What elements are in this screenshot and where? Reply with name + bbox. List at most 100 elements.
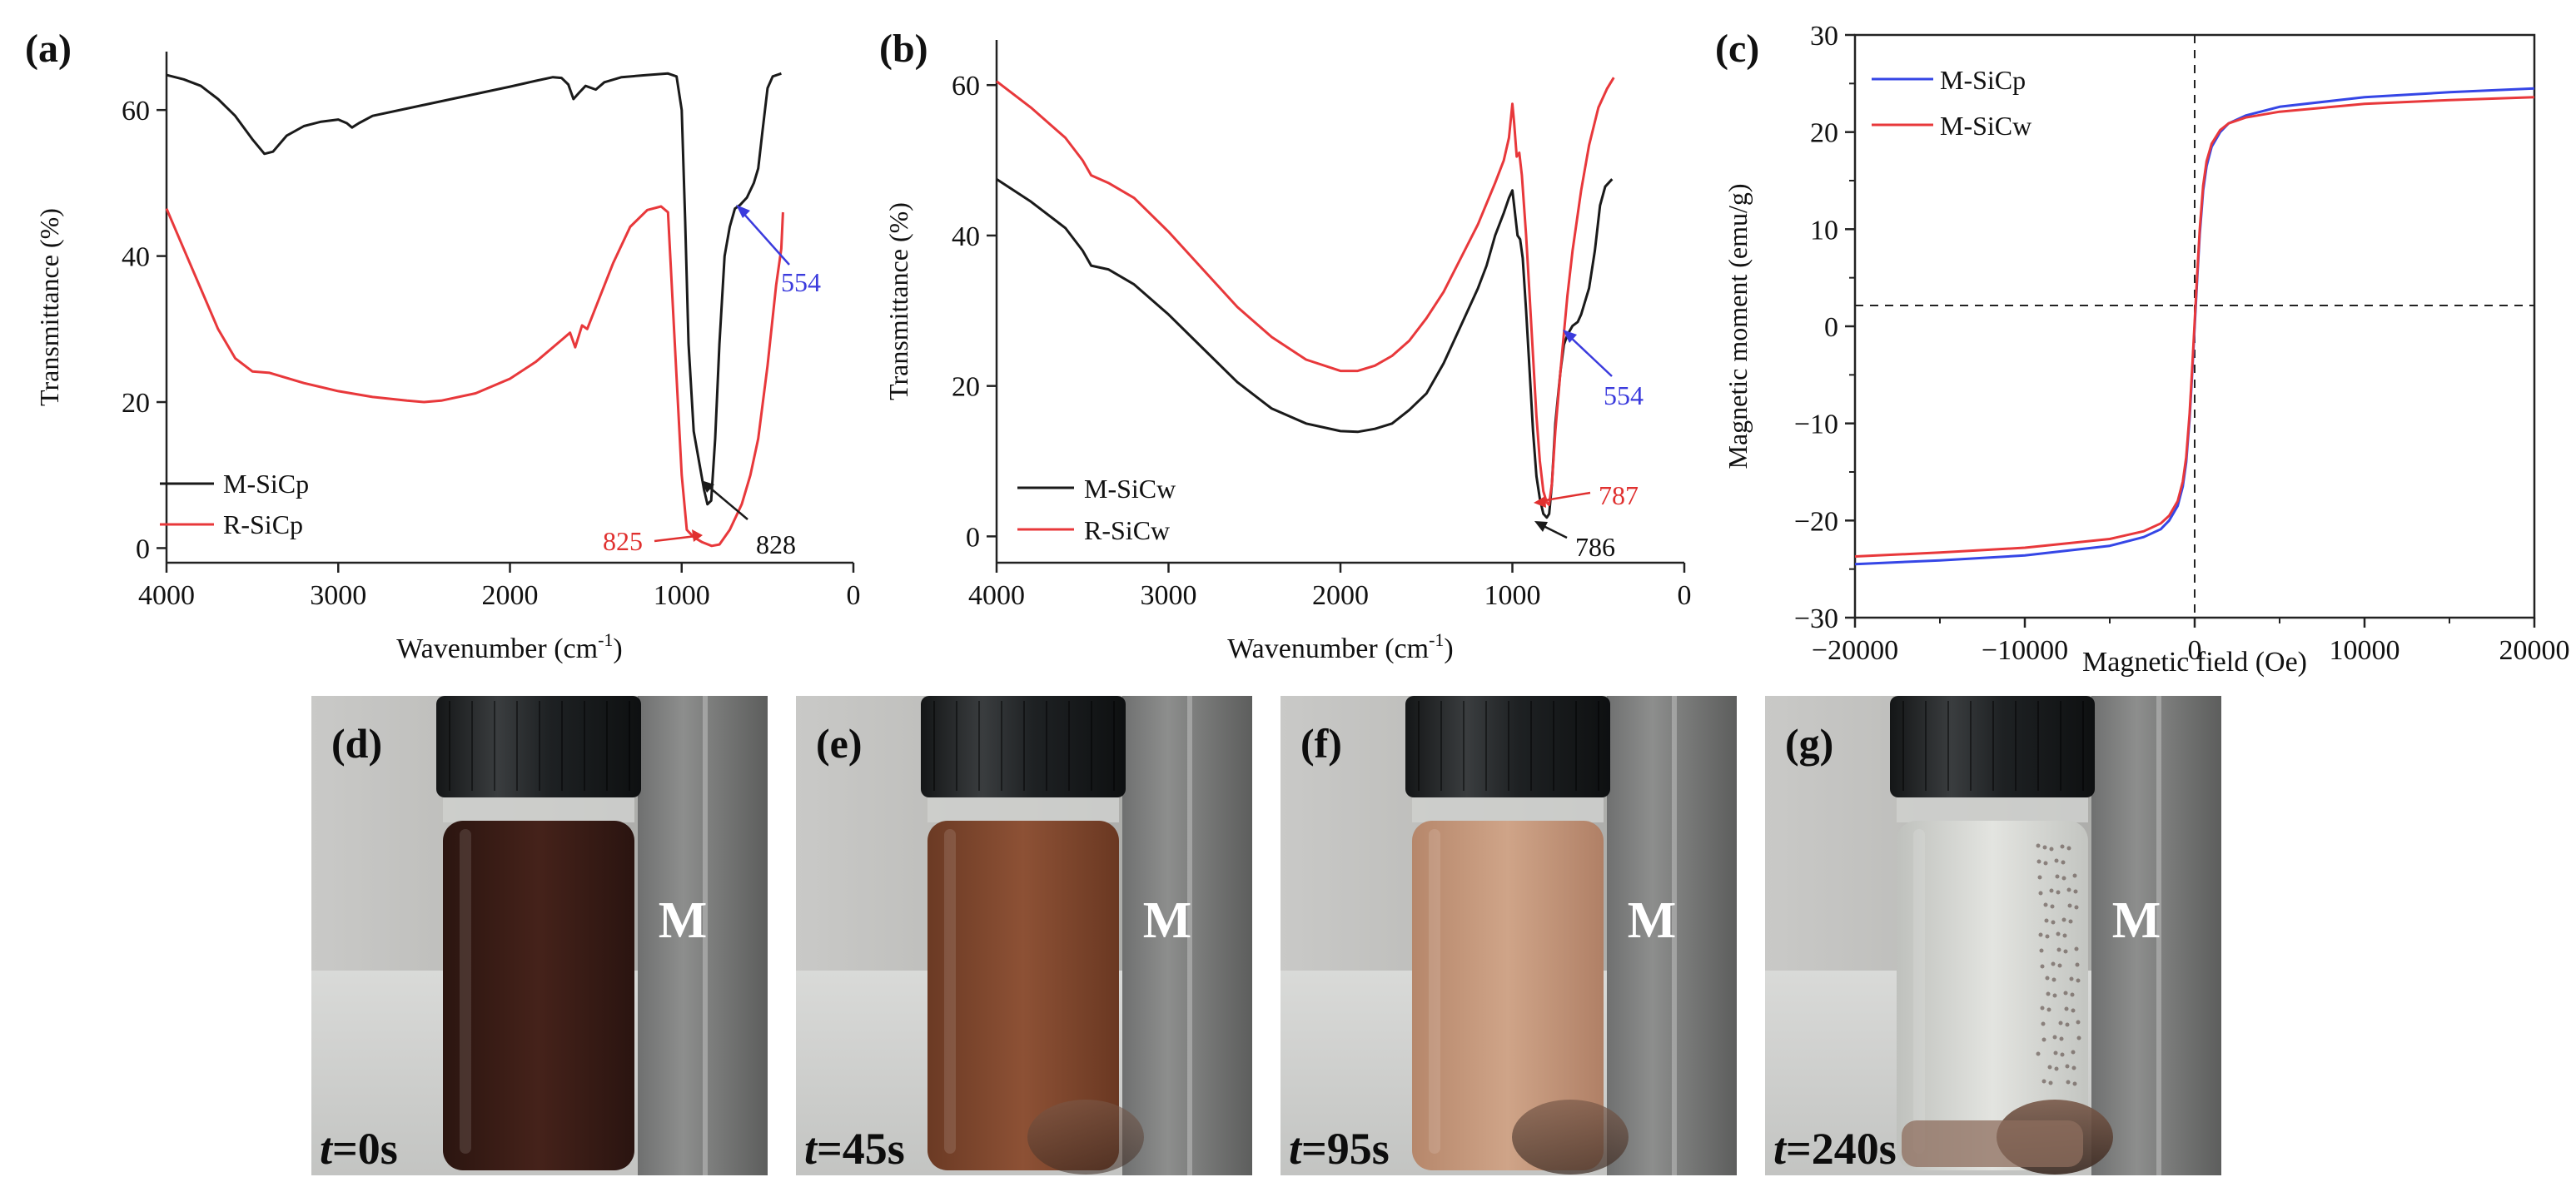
annotation-arrowhead-825 bbox=[692, 529, 703, 542]
vial-glare bbox=[460, 829, 471, 1154]
panel-a-x-axis-label: Wavenumber (cm-1) bbox=[396, 629, 622, 664]
panel-b-series bbox=[996, 77, 1615, 519]
series-line-r-sicp bbox=[165, 205, 784, 548]
particle-dot bbox=[2071, 1050, 2076, 1055]
particle-dot bbox=[2070, 992, 2075, 997]
particle-dot bbox=[2063, 991, 2068, 996]
particle-dot bbox=[2076, 978, 2081, 983]
y-tick-label: 60 bbox=[122, 96, 150, 127]
particle-dot bbox=[2049, 888, 2054, 893]
particle-dot bbox=[2056, 890, 2061, 895]
y-tick-label: 20 bbox=[1810, 118, 1838, 149]
panel-b-x-axis-label: Wavenumber (cm-1) bbox=[1227, 629, 1453, 664]
particle-dot bbox=[2059, 1036, 2064, 1041]
particle-dot bbox=[2044, 918, 2049, 923]
annotation-554: 554 bbox=[781, 267, 821, 297]
annotation-arrowhead-787 bbox=[1534, 496, 1546, 508]
particle-dot bbox=[2067, 903, 2072, 908]
series-line-m-sicw bbox=[996, 177, 1614, 519]
vial-cap bbox=[436, 696, 641, 797]
particle-dot bbox=[2051, 961, 2056, 966]
legend-label-r-sicp: R-SiCp bbox=[223, 509, 303, 539]
panel-c-legend: M-SiCp M-SiCw bbox=[1872, 65, 2031, 141]
panel-a-y-axis-label: Transmittance (%) bbox=[34, 208, 64, 406]
particle-dot bbox=[2057, 963, 2062, 968]
particle-dot bbox=[2066, 846, 2071, 851]
vial-neck bbox=[1412, 797, 1604, 822]
x-tick-label: 1000 bbox=[1484, 580, 1541, 611]
annotation-arrow-787 bbox=[1539, 491, 1591, 503]
annotation-arrowhead-828 bbox=[701, 480, 714, 493]
y-tick-label: 30 bbox=[1810, 21, 1838, 52]
vial-neck bbox=[1897, 797, 2088, 822]
magnet-highlight bbox=[1672, 696, 1677, 1175]
particle-dot bbox=[2060, 1052, 2065, 1057]
vial-glare bbox=[944, 829, 956, 1154]
particle-dot bbox=[2058, 1021, 2063, 1026]
panel-c-label: (c) bbox=[1715, 27, 1759, 71]
particle-dot bbox=[2037, 875, 2042, 880]
y-tick-label: 40 bbox=[952, 221, 980, 252]
particle-dot bbox=[2074, 905, 2079, 910]
collected-particles bbox=[1902, 1120, 2083, 1167]
x-tick-label: 3000 bbox=[310, 580, 366, 611]
x-tick-label: 2000 bbox=[482, 580, 539, 611]
series-line-r-sicw bbox=[996, 77, 1615, 506]
x-tick-label: 4000 bbox=[138, 580, 195, 611]
particle-dot bbox=[2052, 1035, 2057, 1040]
particle-dot bbox=[2066, 887, 2071, 892]
magnet-label: M bbox=[659, 892, 708, 949]
legend-label-r-sicw: R-SiCw bbox=[1084, 515, 1170, 545]
particle-dot bbox=[2072, 873, 2077, 878]
particle-dot bbox=[2066, 1080, 2071, 1085]
vial-cap bbox=[921, 696, 1126, 797]
series-line-m-sicp bbox=[166, 72, 782, 506]
time-label: t=240s bbox=[1773, 1124, 1897, 1174]
particle-dot bbox=[2065, 1022, 2070, 1027]
y-tick-label: 0 bbox=[1824, 312, 1838, 343]
vial-liquid bbox=[1897, 821, 2088, 1170]
photo-panel-label: (f) bbox=[1300, 720, 1342, 767]
panel-b-ftir-chart: (b) 4000 3000 2000 1000 0 0 20 40 60 Wavenumber… bbox=[879, 27, 1692, 664]
magnet-highlight bbox=[703, 696, 708, 1175]
panel-c-y-ticks: −30 −20 −10 0 10 20 30 bbox=[1794, 21, 1855, 634]
photo-panel-e: (e) Mt=45s bbox=[796, 696, 1252, 1175]
panel-a-y-ticks: 0 20 40 60 bbox=[122, 96, 167, 564]
magnetic-sediment bbox=[1512, 1100, 1629, 1175]
particle-dot bbox=[2038, 891, 2043, 896]
annotation-arrowhead-554-b bbox=[1563, 330, 1577, 343]
particle-dot bbox=[2056, 931, 2061, 936]
annotation-554-b: 554 bbox=[1604, 380, 1644, 410]
annotation-787: 787 bbox=[1599, 480, 1639, 510]
panel-b-legend: M-SiCw R-SiCw bbox=[1017, 474, 1176, 545]
photo-panel-g: (g) Mt=240s bbox=[1765, 696, 2221, 1175]
particle-dot bbox=[2071, 1008, 2076, 1013]
annotation-828: 828 bbox=[756, 529, 796, 559]
particle-dot bbox=[2075, 962, 2080, 967]
vial-glare bbox=[1913, 829, 1925, 1154]
particle-dot bbox=[2040, 964, 2045, 969]
particle-dot bbox=[2043, 861, 2048, 866]
x-tick-label: 3000 bbox=[1141, 580, 1197, 611]
magnet-label: M bbox=[2112, 892, 2161, 949]
y-tick-label: 40 bbox=[122, 242, 150, 273]
annotation-arrow-825 bbox=[654, 534, 697, 543]
panel-b-label: (b) bbox=[879, 27, 928, 71]
y-tick-label: 20 bbox=[952, 372, 980, 403]
particle-dot bbox=[2041, 1021, 2046, 1026]
panel-c-series bbox=[1854, 87, 2535, 566]
particle-dot bbox=[2061, 876, 2066, 881]
panel-c-x-axis-label: Magnetic field (Oe) bbox=[2082, 647, 2307, 678]
panel-a-legend: M-SiCp R-SiCp bbox=[160, 469, 309, 539]
panel-b-y-ticks: 0 20 40 60 bbox=[952, 71, 997, 553]
particle-dot bbox=[2060, 844, 2065, 849]
y-tick-label: 60 bbox=[952, 71, 980, 102]
photo-panel-d: (d) Mt=0s bbox=[311, 696, 768, 1175]
time-label: t=0s bbox=[320, 1124, 398, 1174]
particle-dot bbox=[2038, 932, 2043, 937]
particle-dot bbox=[2064, 1006, 2069, 1011]
annotation-arrow-554-b bbox=[1568, 335, 1613, 377]
y-tick-label: −20 bbox=[1794, 506, 1838, 537]
time-label: t=45s bbox=[804, 1124, 905, 1174]
particle-dot bbox=[2073, 889, 2078, 894]
